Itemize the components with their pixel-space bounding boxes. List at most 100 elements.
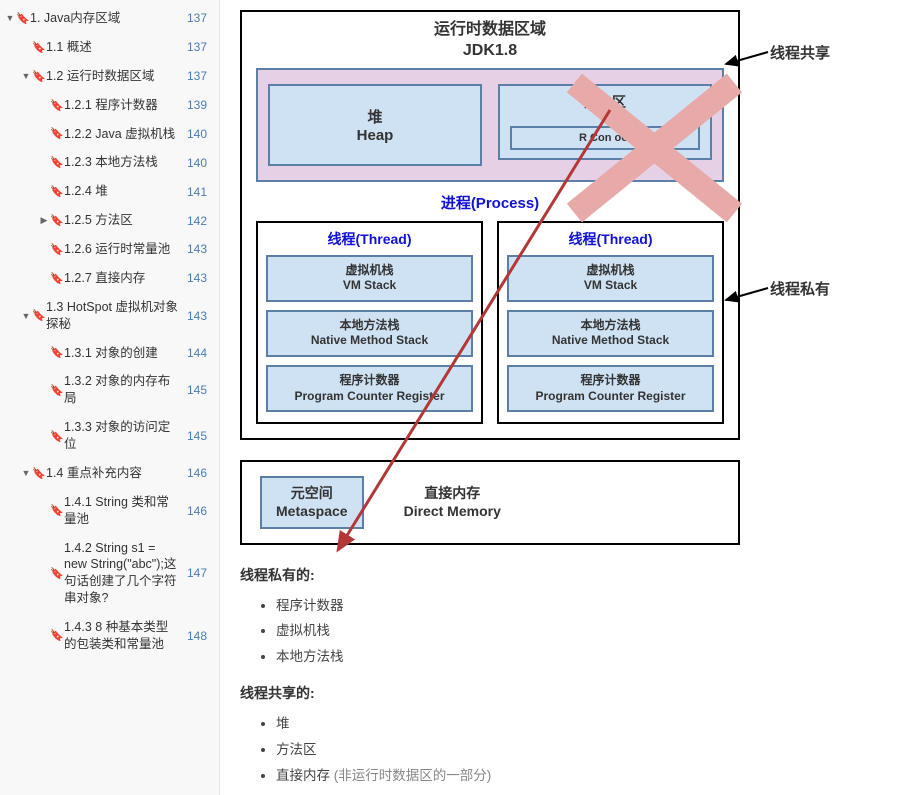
heap-box: 堆 Heap xyxy=(268,84,482,166)
toc-page: 145 xyxy=(183,429,215,443)
list-item: 程序计数器 xyxy=(276,593,888,619)
diagram-title-jdk: JDK1.8 xyxy=(256,41,724,62)
bookmark-icon: 🔖 xyxy=(32,309,46,322)
toc-page: 137 xyxy=(183,69,215,83)
toc-page: 143 xyxy=(183,242,215,256)
bookmark-icon: 🔖 xyxy=(50,243,64,256)
list-shared: 堆方法区直接内存 (非运行时数据区的一部分) xyxy=(240,711,888,788)
toc-label: 1.2.7 直接内存 xyxy=(64,270,183,287)
toc-page: 137 xyxy=(183,11,215,25)
expand-arrow-icon: ▶ xyxy=(38,215,50,226)
toc-label: 1.3.3 对象的访问定位 xyxy=(64,419,183,453)
direct-memory-cn: 直接内存 xyxy=(404,484,501,502)
bookmark-icon: 🔖 xyxy=(50,567,64,580)
method-area-box: 方法区 R Con ool xyxy=(498,84,712,160)
metaspace-box: 元空间 Metaspace xyxy=(260,476,364,528)
bookmark-icon: 🔖 xyxy=(50,629,64,642)
toc-label: 1.2 运行时数据区域 xyxy=(46,68,183,85)
bookmark-icon: 🔖 xyxy=(32,70,46,83)
direct-memory-label: 直接内存 Direct Memory xyxy=(404,484,501,520)
toc-item[interactable]: 🔖1.2.3 本地方法栈140 xyxy=(0,148,219,177)
toc-item[interactable]: 🔖1.4.2 String s1 = new String("abc");这句话… xyxy=(0,534,219,614)
list-item: 直接内存 (非运行时数据区的一部分) xyxy=(276,763,888,789)
bookmark-icon: 🔖 xyxy=(50,99,64,112)
toc-item[interactable]: 🔖1.3.1 对象的创建144 xyxy=(0,339,219,368)
toc-page: 137 xyxy=(183,40,215,54)
toc-page: 144 xyxy=(183,346,215,360)
heading-private: 线程私有的: xyxy=(240,565,888,585)
ext-label-shared: 线程共享 xyxy=(770,42,830,63)
direct-memory-en: Direct Memory xyxy=(404,502,501,520)
toc-page: 142 xyxy=(183,214,215,228)
toc-item[interactable]: 🔖1.2.4 堆141 xyxy=(0,177,219,206)
thread-title: 线程(Thread) xyxy=(507,229,714,249)
metaspace-label-cn: 元空间 xyxy=(276,484,348,502)
vm-stack-box: 虚拟机栈VM Stack xyxy=(266,255,473,302)
toc-item[interactable]: 🔖1.3.3 对象的访问定位145 xyxy=(0,413,219,459)
pc-register-box: 程序计数器Program Counter Register xyxy=(266,365,473,412)
toc-label: 1.3 HotSpot 虚拟机对象探秘 xyxy=(46,299,183,333)
runtime-data-area-box: 运行时数据区域 JDK1.8 堆 Heap 方法区 R Con ool xyxy=(240,10,740,440)
toc-page: 147 xyxy=(183,566,215,580)
bookmark-icon: 🔖 xyxy=(50,156,64,169)
pc-register-box: 程序计数器Program Counter Register xyxy=(507,365,714,412)
vm-stack-box: 虚拟机栈VM Stack xyxy=(507,255,714,302)
bookmark-icon: 🔖 xyxy=(50,430,64,443)
toc-item[interactable]: 🔖1.2.7 直接内存143 xyxy=(0,264,219,293)
toc-item[interactable]: 🔖1.2.6 运行时常量池143 xyxy=(0,235,219,264)
sidebar: ▼🔖1. Java内存区域137🔖1.1 概述137▼🔖1.2 运行时数据区域1… xyxy=(0,0,220,795)
expand-arrow-icon: ▼ xyxy=(20,311,32,321)
toc-label: 1.1 概述 xyxy=(46,39,183,56)
list-item: 方法区 xyxy=(276,737,888,763)
bookmark-icon: 🔖 xyxy=(32,41,46,54)
list-private: 程序计数器虚拟机栈本地方法栈 xyxy=(240,593,888,670)
bookmark-icon: 🔖 xyxy=(50,384,64,397)
toc-page: 141 xyxy=(183,185,215,199)
diagram-title-cn: 运行时数据区域 xyxy=(256,20,724,41)
bookmark-icon: 🔖 xyxy=(50,272,64,285)
threads-row: 线程(Thread) 虚拟机栈VM Stack 本地方法栈Native Meth… xyxy=(256,221,724,425)
toc-item[interactable]: ▼🔖1. Java内存区域137 xyxy=(0,4,219,33)
toc-item[interactable]: 🔖1.4.3 8 种基本类型的包装类和常量池148 xyxy=(0,613,219,659)
thread-box-2: 线程(Thread) 虚拟机栈VM Stack 本地方法栈Native Meth… xyxy=(497,221,724,425)
toc-label: 1.4 重点补充内容 xyxy=(46,465,183,482)
bookmark-icon: 🔖 xyxy=(50,127,64,140)
bookmark-icon: 🔖 xyxy=(50,504,64,517)
heap-label-cn: 堆 xyxy=(280,106,470,127)
toc-label: 1. Java内存区域 xyxy=(30,10,183,27)
toc-item[interactable]: ▶🔖1.2.5 方法区142 xyxy=(0,206,219,235)
heap-label-en: Heap xyxy=(280,127,470,144)
list-item: 堆 xyxy=(276,711,888,737)
toc-page: 143 xyxy=(183,309,215,323)
toc-page: 148 xyxy=(183,629,215,643)
toc-item[interactable]: 🔖1.4.1 String 类和常量池146 xyxy=(0,488,219,534)
expand-arrow-icon: ▼ xyxy=(20,468,32,478)
toc-item[interactable]: 🔖1.2.1 程序计数器139 xyxy=(0,91,219,120)
toc-item[interactable]: ▼🔖1.3 HotSpot 虚拟机对象探秘143 xyxy=(0,293,219,339)
heading-shared: 线程共享的: xyxy=(240,683,888,703)
toc-label: 1.4.1 String 类和常量池 xyxy=(64,494,183,528)
runtime-constant-pool-box: R Con ool xyxy=(510,126,700,150)
toc-label: 1.2.6 运行时常量池 xyxy=(64,241,183,258)
toc-label: 1.2.5 方法区 xyxy=(64,212,183,229)
toc-item[interactable]: 🔖1.2.2 Java 虚拟机栈140 xyxy=(0,120,219,149)
toc-page: 146 xyxy=(183,466,215,480)
jvm-diagram: 运行时数据区域 JDK1.8 堆 Heap 方法区 R Con ool xyxy=(240,10,740,545)
ext-label-private: 线程私有 xyxy=(770,278,830,299)
toc-item[interactable]: 🔖1.3.2 对象的内存布局145 xyxy=(0,367,219,413)
process-label: 进程(Process) xyxy=(256,192,724,213)
toc-page: 140 xyxy=(183,127,215,141)
toc-page: 140 xyxy=(183,156,215,170)
native-stack-box: 本地方法栈Native Method Stack xyxy=(507,310,714,357)
toc-page: 146 xyxy=(183,504,215,518)
native-stack-box: 本地方法栈Native Method Stack xyxy=(266,310,473,357)
bookmark-icon: 🔖 xyxy=(32,467,46,480)
toc-item[interactable]: ▼🔖1.2 运行时数据区域137 xyxy=(0,62,219,91)
list-item: 虚拟机栈 xyxy=(276,618,888,644)
toc-page: 143 xyxy=(183,271,215,285)
expand-arrow-icon: ▼ xyxy=(20,71,32,81)
toc-item[interactable]: 🔖1.1 概述137 xyxy=(0,33,219,62)
toc-label: 1.2.1 程序计数器 xyxy=(64,97,183,114)
list-item: 本地方法栈 xyxy=(276,644,888,670)
toc-item[interactable]: ▼🔖1.4 重点补充内容146 xyxy=(0,459,219,488)
